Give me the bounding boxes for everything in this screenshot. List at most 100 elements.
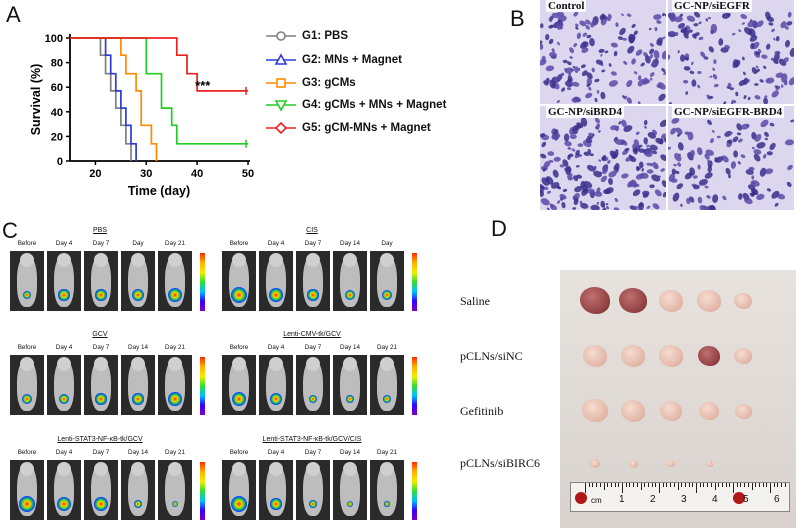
mouse-head xyxy=(20,253,34,267)
ruler-tick xyxy=(762,483,764,487)
ruler-tick xyxy=(622,483,623,493)
ruler-tick xyxy=(733,483,734,493)
legend-label: G2: MNs + Magnet xyxy=(302,54,403,66)
bioluminescence-signal xyxy=(95,289,107,301)
mouse-head xyxy=(168,253,182,267)
mouse-image xyxy=(222,460,256,520)
ruler-tick xyxy=(659,483,660,493)
tumor-row-label: pCLNs/siBIRC6 xyxy=(460,456,541,470)
mouse-image xyxy=(10,251,44,311)
mouse-image xyxy=(370,460,404,520)
legend-item-g2: G2: MNs + Magnet xyxy=(266,52,402,68)
timepoint-label: Day 14 xyxy=(340,240,360,247)
tumor-specimen xyxy=(590,459,600,468)
bioluminescence-signal xyxy=(308,394,318,404)
timepoint-label: Before xyxy=(229,240,249,247)
bioluminescence-signal xyxy=(132,393,144,405)
stained-cells-image xyxy=(668,117,794,210)
legend-marker-square-icon xyxy=(266,76,296,90)
mouse-image xyxy=(296,251,330,311)
mouse-head xyxy=(380,357,394,371)
ruler-tick xyxy=(766,483,768,487)
tumor-specimen xyxy=(698,346,720,366)
ruler-tick xyxy=(599,483,601,487)
colorbar-scale xyxy=(200,462,205,520)
timepoint-label: Before xyxy=(229,344,249,351)
mouse-head xyxy=(57,462,71,476)
series-line-4 xyxy=(70,37,248,145)
panel-letter-b: B xyxy=(510,6,525,31)
bioluminescence-signal xyxy=(94,497,108,511)
ruler-tick xyxy=(744,483,746,487)
ruler-marker-dot xyxy=(575,492,587,504)
timepoint-label: Day 7 xyxy=(304,240,322,247)
mouse-image xyxy=(121,251,155,311)
micrograph-label: GC-NP/siEGFR xyxy=(672,0,752,12)
mouse-head xyxy=(168,462,182,476)
mouse-head xyxy=(343,253,357,267)
legend-item-g4: G4: gCMs + MNs + Magnet xyxy=(266,97,446,113)
timepoint-label: Day 21 xyxy=(165,449,185,456)
mouse-image xyxy=(10,460,44,520)
x-tick-label: 40 xyxy=(191,168,203,180)
tumor-specimen xyxy=(628,459,638,468)
ruler-tick xyxy=(588,483,590,487)
bioluminescence-signal xyxy=(269,288,283,302)
bioluminescence-signal xyxy=(134,500,142,508)
legend-marker-diamond-icon xyxy=(266,121,296,135)
mouse-body xyxy=(377,464,397,516)
colorbar-scale xyxy=(200,357,205,415)
timepoint-label: Day xyxy=(132,240,144,247)
mouse-head xyxy=(131,357,145,371)
ruler-tick xyxy=(629,483,631,487)
timepoint-label: Day 14 xyxy=(128,344,148,351)
colorbar-scale xyxy=(412,357,417,415)
ruler-tick xyxy=(696,483,697,493)
y-tick-label: 20 xyxy=(51,131,63,143)
tumor-photo: Saline pCLNs/siNC Gefitinib pCLNs/siBIRC6 cm… xyxy=(452,270,796,528)
legend-marker-circle-icon xyxy=(266,29,296,43)
mouse-body xyxy=(128,464,148,516)
micrograph-cell: GC-NP/siEGFR xyxy=(668,0,794,104)
timepoint-label: Day 14 xyxy=(340,344,360,351)
bioluminescence-signal xyxy=(167,287,183,303)
ruler-tick xyxy=(781,483,783,487)
timepoint-label: Day 21 xyxy=(165,240,185,247)
series-line-1 xyxy=(70,37,132,161)
bioluminescence-signal xyxy=(231,496,247,512)
colorbar-scale xyxy=(200,253,205,311)
bioluminescence-signal xyxy=(131,288,145,302)
ruler-tick xyxy=(692,483,694,487)
mouse-image xyxy=(84,460,118,520)
timepoint-label: Day 21 xyxy=(377,449,397,456)
legend-marker-triangle-icon xyxy=(266,53,296,67)
tumor-specimen xyxy=(697,290,721,312)
bioluminescence-signal xyxy=(95,393,107,405)
tumor-row-label: Saline xyxy=(460,294,490,308)
mouse-image xyxy=(47,355,81,415)
timepoint-label: Day 14 xyxy=(128,449,148,456)
micrograph-label: GC-NP/siEGFR-BRD4 xyxy=(672,106,785,118)
micrograph-cell: Control xyxy=(540,0,666,104)
ruler-number: 4 xyxy=(712,494,718,505)
ruler-tick xyxy=(721,483,723,487)
y-tick-label: 40 xyxy=(51,107,63,119)
mouse-head xyxy=(94,253,108,267)
timepoint-label: Day 7 xyxy=(304,449,322,456)
x-tick-label: 30 xyxy=(140,168,152,180)
ruler-tick xyxy=(677,483,679,490)
bioluminescence-signal xyxy=(168,392,182,406)
legend-label: G5: gCM-MNs + Magnet xyxy=(302,122,431,134)
tumor-row-label: Gefitinib xyxy=(460,404,504,418)
panel-letter-c: C xyxy=(2,218,18,243)
y-axis-label: Survival (%) xyxy=(29,64,43,136)
tumor-specimen xyxy=(580,287,610,314)
ruler-number: 3 xyxy=(681,494,687,505)
panel-letter-d: D xyxy=(491,216,507,241)
mouse-head xyxy=(269,462,283,476)
ruler-tick xyxy=(655,483,657,487)
ruler-tick xyxy=(707,483,709,487)
legend-marker-triangle-down-icon xyxy=(266,98,296,112)
mouse-image xyxy=(47,460,81,520)
tumor-row-label: pCLNs/siNC xyxy=(460,349,523,363)
